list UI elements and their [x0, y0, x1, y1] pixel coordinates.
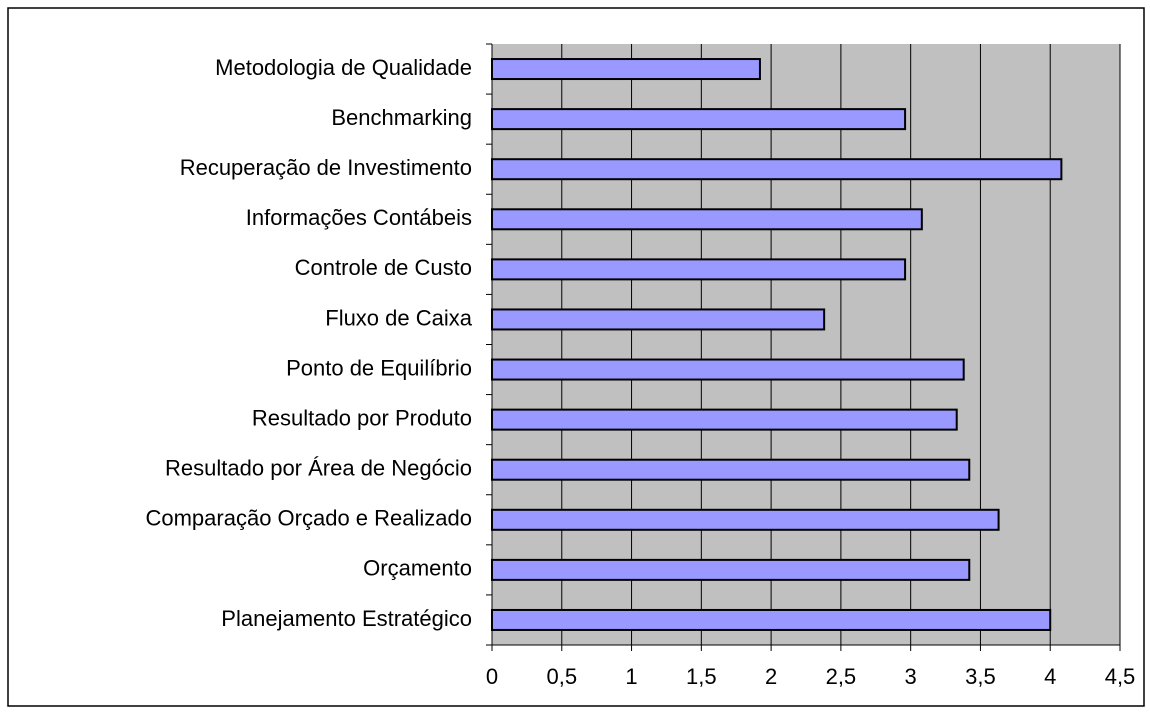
- x-tick-label: 2,5: [826, 664, 857, 689]
- y-tick-label: Metodologia de Qualidade: [215, 55, 472, 80]
- y-tick-label: Controle de Custo: [295, 255, 472, 280]
- bar: [491, 58, 761, 81]
- y-tick-label: Resultado por Área de Negócio: [165, 456, 472, 481]
- y-tick-label: Benchmarking: [331, 105, 472, 130]
- y-tick-label: Ponto de Equilíbrio: [286, 355, 472, 380]
- x-tick-label: 1: [625, 664, 637, 689]
- y-tick-label: Resultado por Produto: [252, 405, 472, 430]
- x-tick-label: 1,5: [686, 664, 717, 689]
- x-tick-label: 4,5: [1105, 664, 1136, 689]
- plot-background: [492, 44, 1120, 645]
- bar: [491, 308, 826, 331]
- x-tick-label: 3: [905, 664, 917, 689]
- x-tick-label: 0,5: [546, 664, 577, 689]
- y-tick-label: Fluxo de Caixa: [325, 305, 473, 330]
- y-tick-label: Orçamento: [363, 556, 472, 581]
- y-tick-label: Planejamento Estratégico: [221, 606, 472, 631]
- bar: [491, 208, 923, 231]
- y-tick-label: Recuperação de Investimento: [180, 155, 472, 180]
- bar: [491, 608, 1052, 631]
- x-tick-label: 3,5: [965, 664, 996, 689]
- bar: [491, 108, 907, 131]
- bar: [491, 558, 971, 581]
- x-tick-label: 0: [486, 664, 498, 689]
- bar: [491, 458, 971, 481]
- bar: [491, 508, 1000, 531]
- y-tick-label: Comparação Orçado e Realizado: [145, 506, 472, 531]
- bar: [491, 158, 1063, 181]
- bar: [491, 258, 907, 281]
- bar: [491, 358, 965, 381]
- y-tick-label: Informações Contábeis: [246, 205, 472, 230]
- x-tick-label: 4: [1044, 664, 1056, 689]
- x-tick-label: 2: [765, 664, 777, 689]
- bar: [491, 408, 958, 431]
